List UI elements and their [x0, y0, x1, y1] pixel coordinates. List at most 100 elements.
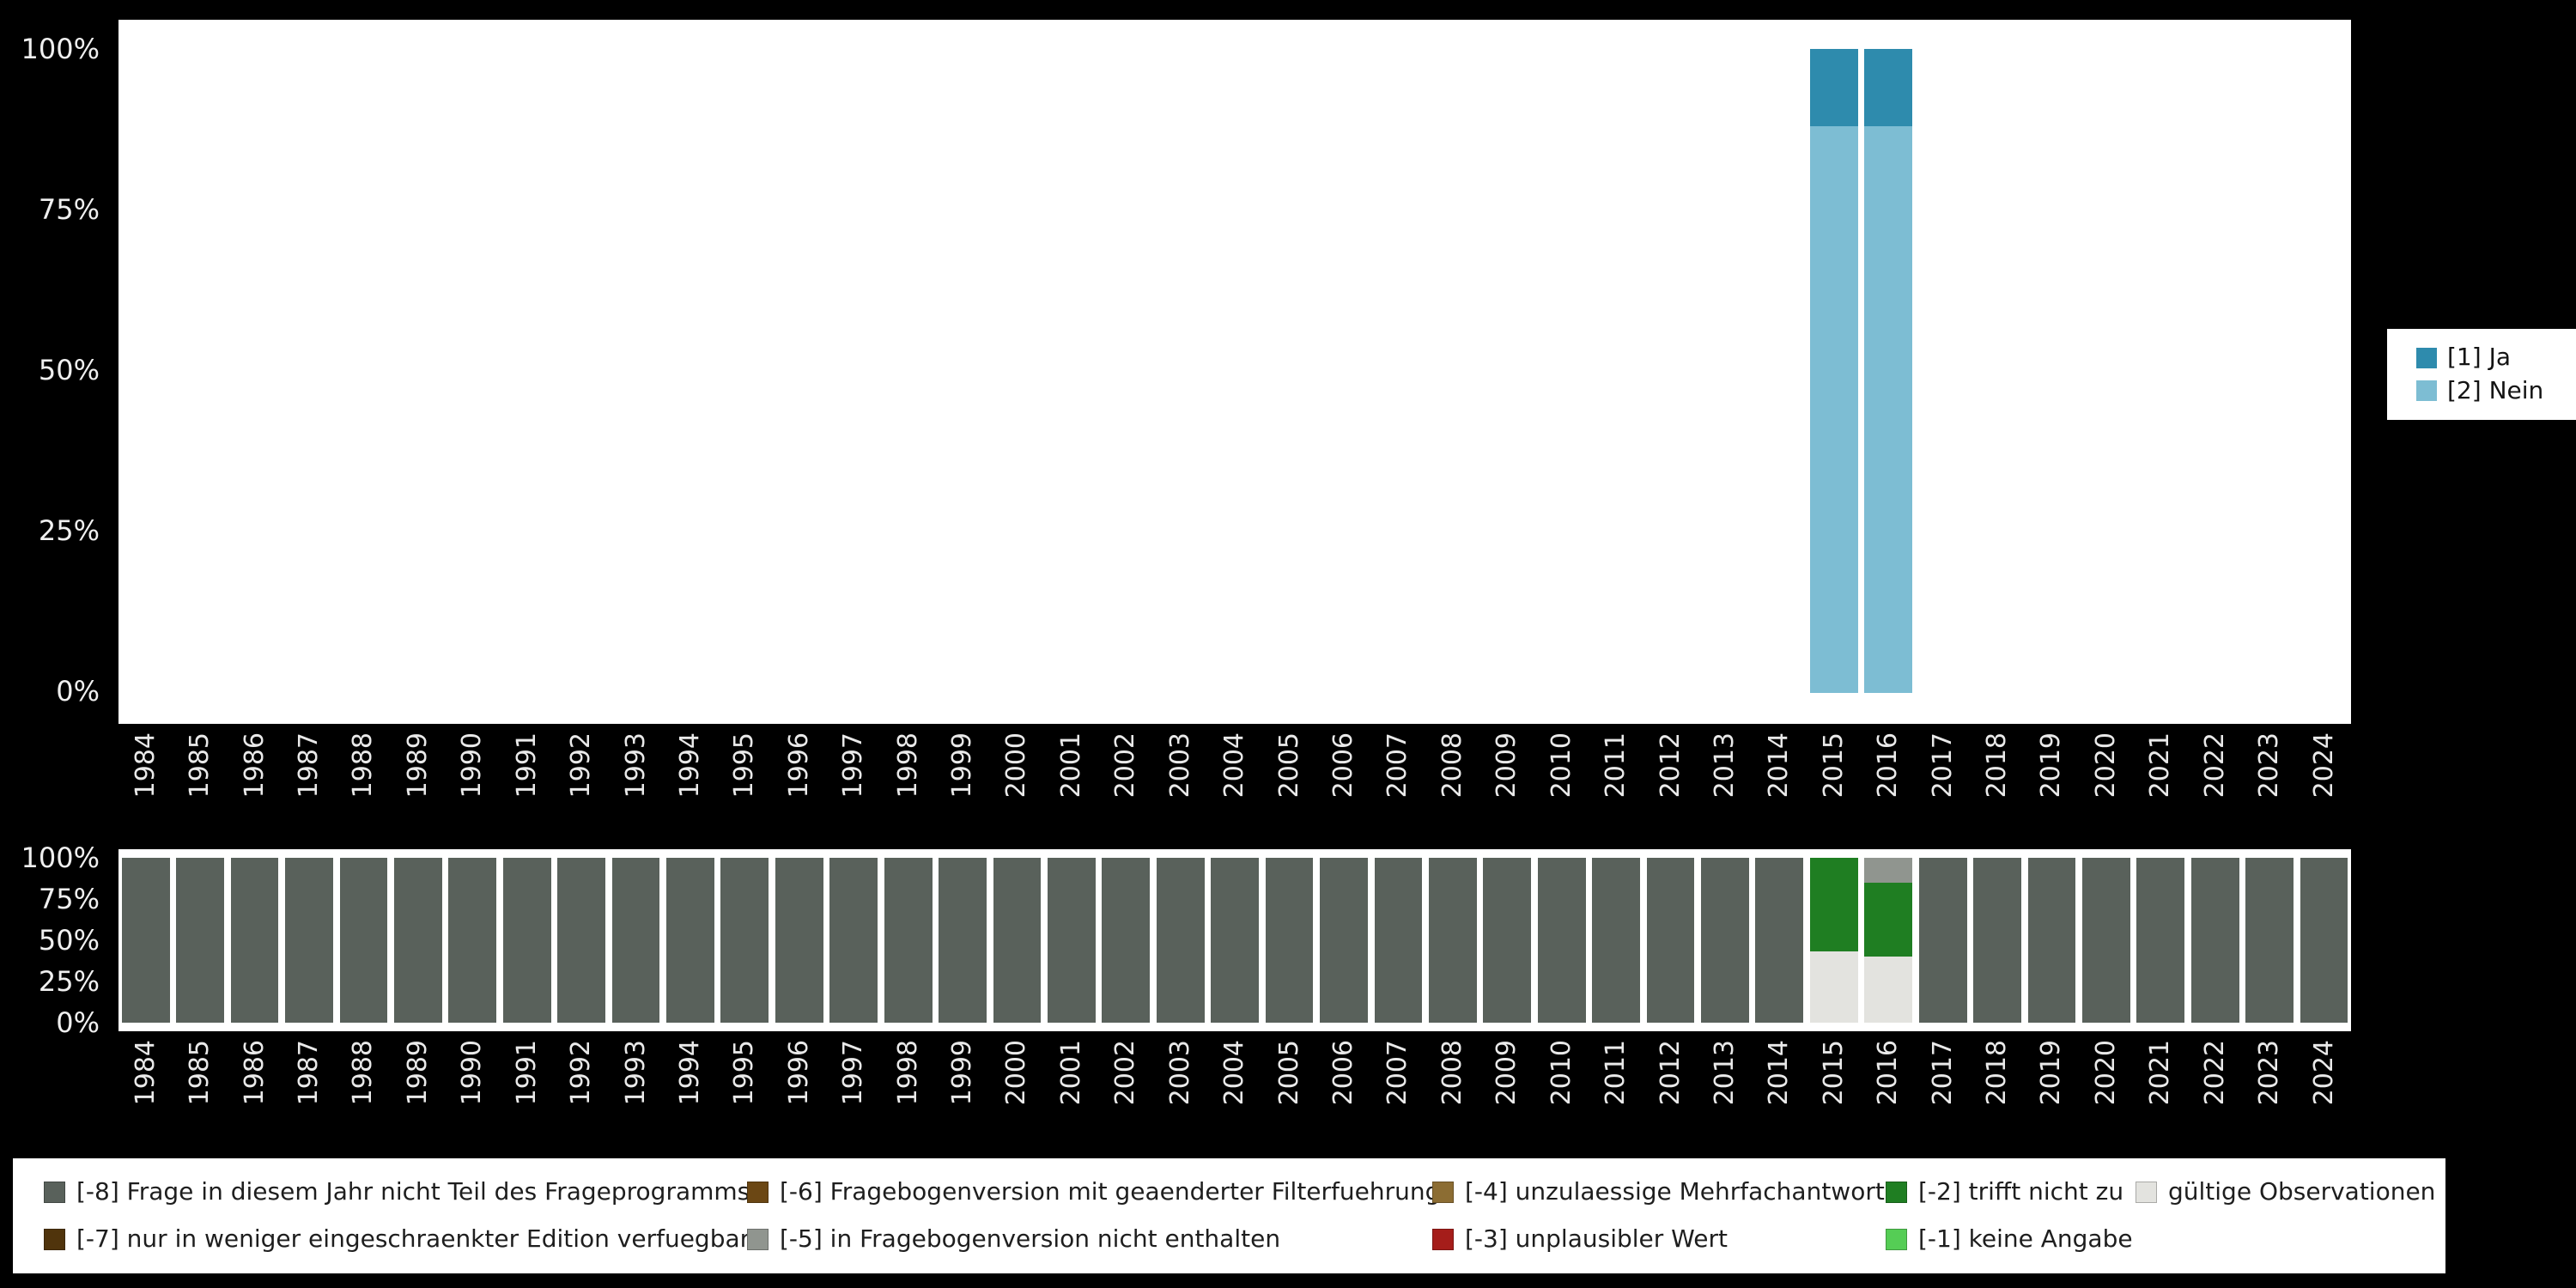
bar-column-2022 [2188, 858, 2242, 1023]
bar-segment [1809, 858, 1858, 952]
bar-segment [1755, 858, 1804, 1023]
stacked-bar [393, 858, 442, 1023]
x-axis-label: 2011 [1601, 1040, 1631, 1106]
x-axis-label: 2019 [2036, 732, 2067, 799]
x-axis-label: 2009 [1492, 1040, 1522, 1106]
bar-column-1988 [337, 49, 391, 693]
x-axis-label: 1991 [511, 1040, 542, 1106]
bar-segment [121, 858, 170, 1023]
bar-column-1996 [772, 858, 826, 1023]
x-axis-label: 2024 [2308, 732, 2339, 799]
x-axis-label: 1987 [293, 1040, 324, 1106]
x-axis-label: 2017 [1927, 1040, 1958, 1106]
x-axis-label: 2022 [2199, 1040, 2230, 1106]
x-axis-label: 1995 [729, 732, 760, 799]
bar-segment [1864, 49, 1913, 126]
legend-entry: [-6] Fragebogenversion mit geaenderter F… [747, 1178, 1440, 1206]
bar-column-2001 [1044, 858, 1098, 1023]
x-axis-label: 2020 [2090, 1040, 2121, 1106]
bar-column-1998 [881, 858, 935, 1023]
bar-segment [393, 858, 442, 1023]
bar-segment [1864, 957, 1913, 1023]
x-axis-label: 2006 [1327, 1040, 1358, 1106]
missing-codes-legend: [-8] Frage in diesem Jahr nicht Teil des… [13, 1158, 2445, 1273]
legend-entry: [2] Nein [2416, 377, 2576, 404]
bar-column-2005 [1262, 858, 1316, 1023]
bar-column-2020 [2079, 49, 2133, 693]
bottom-chart-y-axis: 100% 75% 50% 25% 0% [0, 844, 108, 1036]
bar-column-2010 [1534, 49, 1589, 693]
bar-column-2024 [2297, 858, 2351, 1023]
x-axis-label: 2015 [1818, 732, 1849, 799]
bar-segment [666, 858, 714, 1023]
x-axis-label: 1997 [838, 1040, 869, 1106]
stacked-bar [1374, 858, 1423, 1023]
bar-column-2006 [1316, 49, 1370, 693]
stacked-bar [2190, 858, 2239, 1023]
bar-segment [1701, 858, 1749, 1023]
stacked-bar [1592, 858, 1640, 1023]
bar-column-1997 [826, 49, 880, 693]
x-axis-label: 2004 [1219, 1040, 1250, 1106]
y-axis-tick-label: 75% [38, 193, 100, 226]
stacked-bar [557, 858, 605, 1023]
bar-column-1988 [337, 858, 391, 1023]
x-axis-label: 1990 [457, 1040, 488, 1106]
x-axis-label: 2006 [1327, 732, 1358, 799]
bar-column-1991 [500, 858, 554, 1023]
y-axis-tick-label: 100% [21, 33, 100, 65]
bar-column-2021 [2134, 49, 2188, 693]
legend-entry: [-8] Frage in diesem Jahr nicht Teil des… [44, 1178, 750, 1206]
x-axis-label: 2017 [1927, 732, 1958, 799]
bar-column-1992 [554, 49, 608, 693]
bar-column-1987 [282, 49, 336, 693]
stacked-bar [1973, 858, 2021, 1023]
legend-swatch [44, 1228, 65, 1250]
y-axis-tick-label: 50% [38, 354, 100, 386]
x-axis-label: 1992 [566, 1040, 597, 1106]
stacked-bar [2300, 858, 2348, 1023]
stacked-bar [339, 858, 388, 1023]
legend-swatch [2416, 347, 2437, 368]
bar-segment [1374, 858, 1423, 1023]
bar-segment [1864, 126, 1913, 693]
bar-column-1995 [718, 49, 772, 693]
bar-segment [775, 858, 823, 1023]
legend-label: [1] Ja [2447, 343, 2511, 372]
bar-segment [1918, 858, 1967, 1023]
bar-column-1997 [826, 858, 880, 1023]
bar-column-1994 [663, 858, 717, 1023]
y-axis-tick-label: 0% [56, 675, 100, 708]
x-axis-label: 2023 [2254, 732, 2285, 799]
bar-segment [557, 858, 605, 1023]
legend-entry: [-1] keine Angabe [1886, 1225, 2136, 1253]
bar-segment [1592, 858, 1640, 1023]
bar-column-1984 [118, 858, 173, 1023]
x-axis-label: 2002 [1110, 732, 1141, 799]
stacked-bar [2027, 858, 2076, 1023]
stacked-bar [1537, 858, 1586, 1023]
bar-column-1993 [609, 858, 663, 1023]
bar-column-2012 [1643, 858, 1698, 1023]
x-axis-label: 1986 [239, 732, 270, 799]
legend-swatch [44, 1181, 65, 1203]
bar-column-1993 [609, 49, 663, 693]
y-axis-tick-label: 50% [38, 924, 100, 957]
bar-segment [1864, 882, 1913, 957]
stacked-bar [829, 858, 878, 1023]
x-axis-label: 2002 [1110, 1040, 1141, 1106]
x-axis-label: 2015 [1818, 1040, 1849, 1106]
bar-column-1995 [718, 858, 772, 1023]
stacked-bar [1701, 858, 1749, 1023]
bar-segment [1864, 858, 1913, 883]
x-axis-label: 2013 [1709, 732, 1740, 799]
y-axis-tick-label: 25% [38, 514, 100, 547]
bar-column-2008 [1425, 49, 1479, 693]
legend-label: [-7] nur in weniger eingeschraenkter Edi… [76, 1224, 750, 1254]
bar-column-2009 [1480, 49, 1534, 693]
bar-column-1987 [282, 858, 336, 1023]
x-axis-label: 2000 [1001, 732, 1032, 799]
bar-column-2017 [1916, 858, 1970, 1023]
bar-column-1991 [500, 49, 554, 693]
x-axis-label: 2019 [2036, 1040, 2067, 1106]
